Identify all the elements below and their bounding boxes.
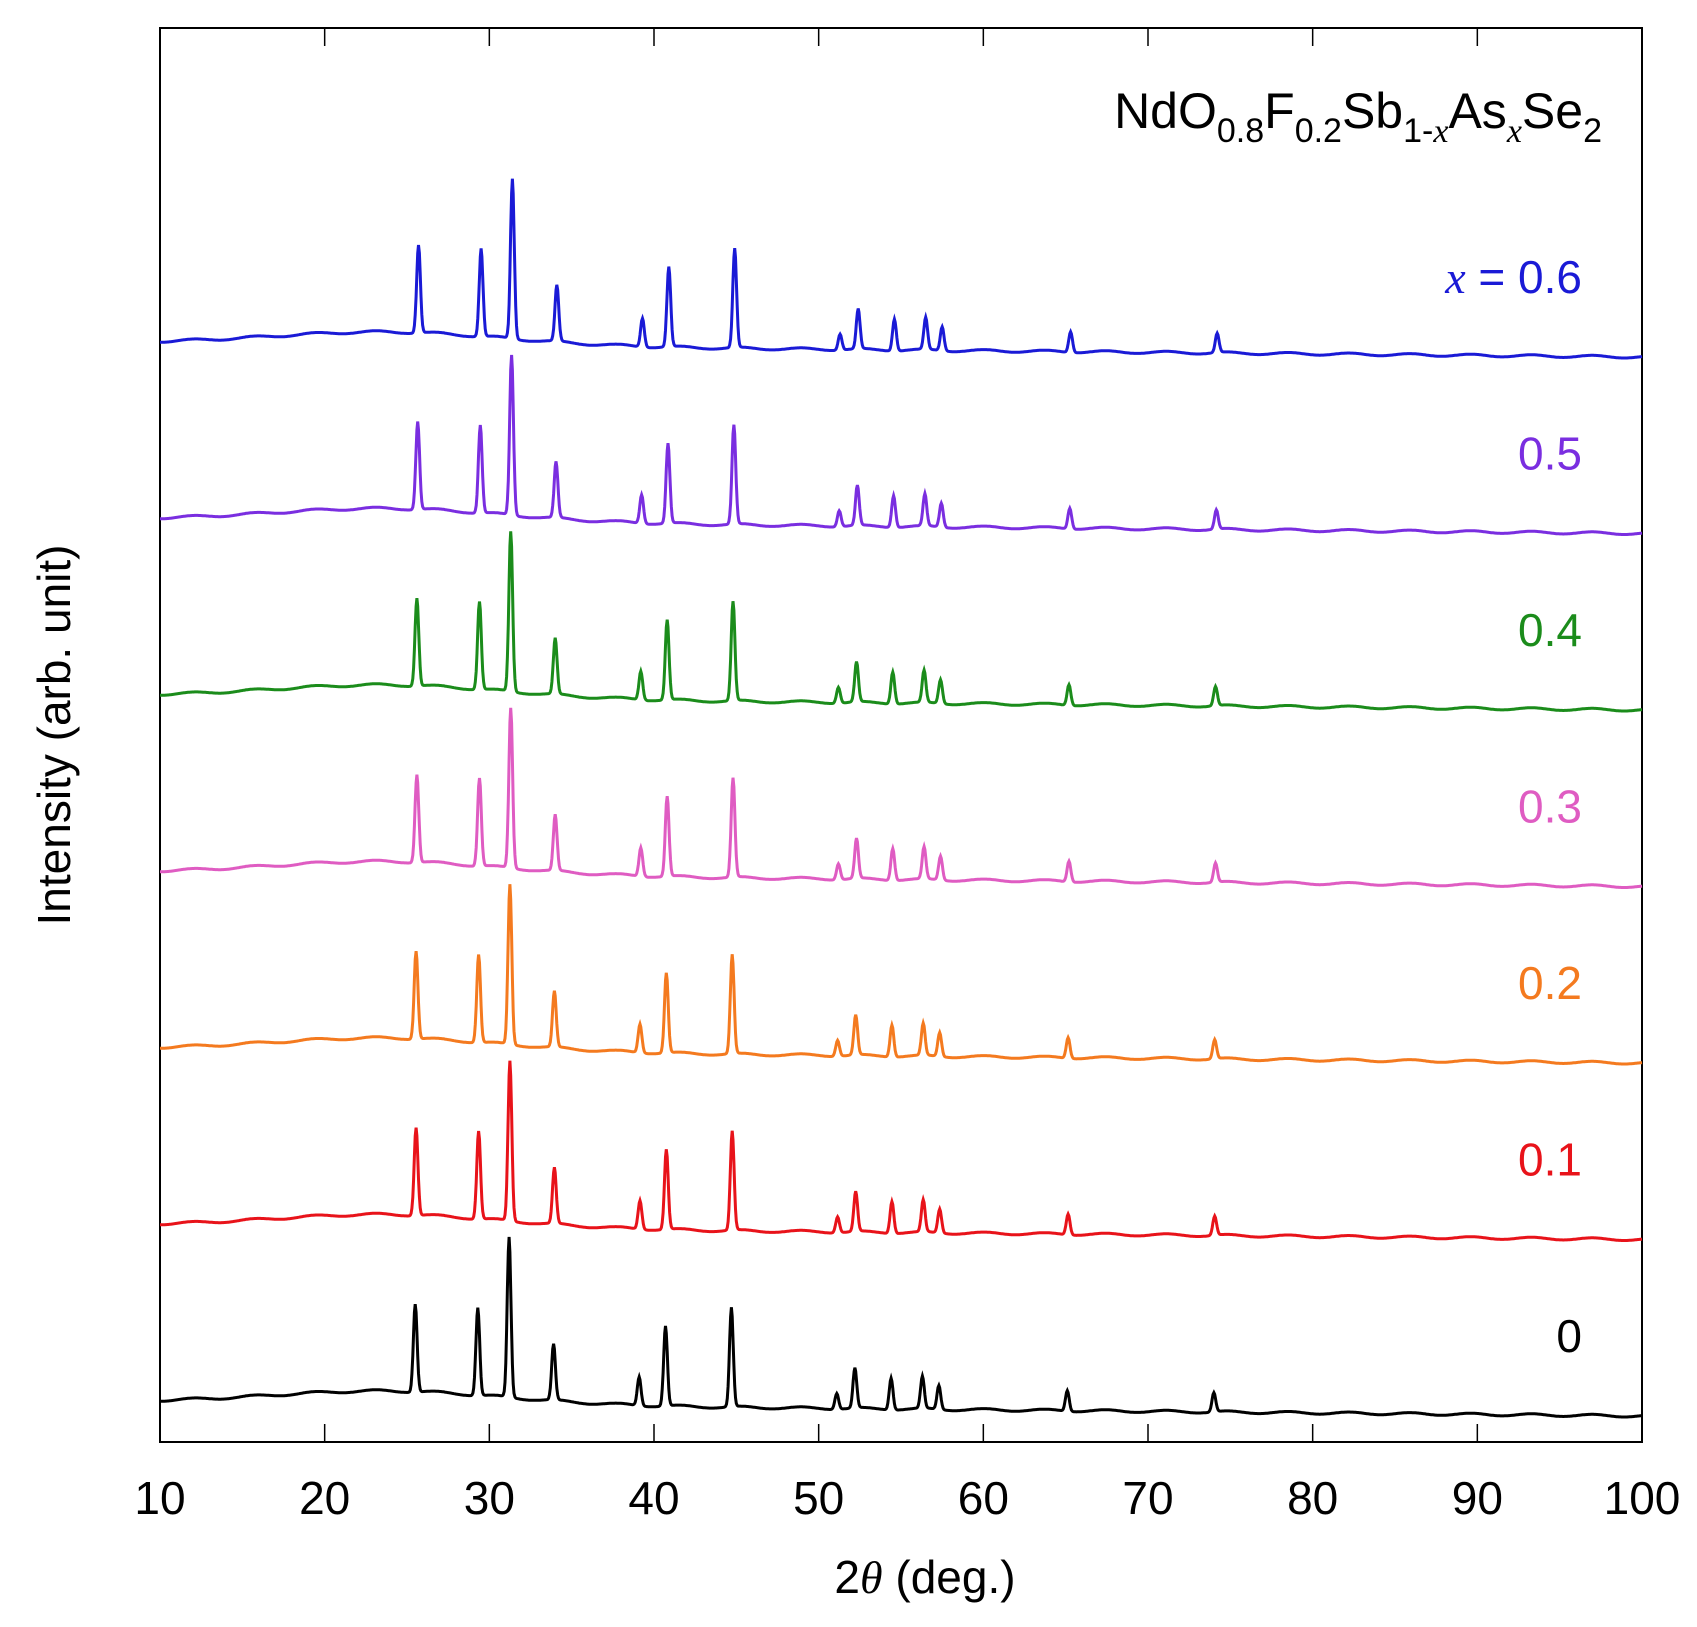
series-labels: 0 0.1 0.2 0.3 0.4 0.5 x = 0.6 xyxy=(1444,251,1582,1362)
formula-part: NdO xyxy=(1114,83,1217,139)
series-value: 0.1 xyxy=(1518,1134,1582,1186)
series-line-0-3 xyxy=(160,707,1643,889)
x-axis-tick-labels: 10 20 30 40 50 60 70 80 90 100 xyxy=(134,1472,1680,1524)
formula-part: F xyxy=(1264,83,1295,139)
x-tick-label: 60 xyxy=(958,1472,1009,1524)
series-label-0-3: 0.3 xyxy=(1518,781,1582,833)
formula-part: x xyxy=(1432,113,1448,150)
series-label-0-5: 0.5 xyxy=(1518,428,1582,480)
formula-part: 2 xyxy=(1583,112,1602,150)
series-label-0: 0 xyxy=(1556,1310,1582,1362)
x-axis-title-prefix: 2 xyxy=(834,1551,860,1603)
series-lines xyxy=(160,178,1643,1419)
formula-part: x xyxy=(1506,113,1522,150)
x-axis-title: 2θ (deg.) xyxy=(834,1551,1015,1603)
x-tick-label: 20 xyxy=(299,1472,350,1524)
x-tick-label: 50 xyxy=(793,1472,844,1524)
formula-title: NdO0.8F0.2Sb1-xAsxSe2 xyxy=(1114,83,1602,150)
x-axis-title-theta: θ xyxy=(860,1552,883,1603)
x-tick-label: 10 xyxy=(134,1472,185,1524)
series-line-0-6 xyxy=(160,178,1643,360)
y-axis-title: Intensity (arb. unit) xyxy=(28,545,80,926)
formula-part: 0.2 xyxy=(1295,112,1342,150)
series-var: x xyxy=(1444,252,1466,303)
series-label-0-6: x = 0.6 xyxy=(1444,251,1582,303)
series-eq: = xyxy=(1466,251,1518,303)
formula-part: As xyxy=(1448,83,1506,139)
series-value: 0.2 xyxy=(1518,957,1582,1009)
x-tick-label: 30 xyxy=(464,1472,515,1524)
x-tick-label: 90 xyxy=(1452,1472,1503,1524)
formula-part: Se xyxy=(1522,83,1583,139)
x-tick-label: 70 xyxy=(1122,1472,1173,1524)
x-tick-label: 40 xyxy=(628,1472,679,1524)
x-tick-label: 100 xyxy=(1604,1472,1681,1524)
series-line-0 xyxy=(160,1236,1643,1419)
series-line-0-2 xyxy=(160,884,1643,1066)
series-label-0-1: 0.1 xyxy=(1518,1134,1582,1186)
formula-part: 1- xyxy=(1403,112,1433,150)
formula-part: 0.8 xyxy=(1217,112,1264,150)
x-tick-label: 80 xyxy=(1287,1472,1338,1524)
series-line-0-1 xyxy=(160,1060,1643,1242)
series-line-0-5 xyxy=(160,354,1643,536)
x-axis-ticks xyxy=(159,28,1643,1442)
series-label-0-2: 0.2 xyxy=(1518,957,1582,1009)
series-line-0-4 xyxy=(160,531,1643,713)
series-label-0-4: 0.4 xyxy=(1518,604,1582,656)
series-value: 0.4 xyxy=(1518,604,1582,656)
formula-part: Sb xyxy=(1342,83,1403,139)
series-value: 0 xyxy=(1556,1310,1582,1362)
series-value: 0.3 xyxy=(1518,781,1582,833)
series-value: 0.5 xyxy=(1518,428,1582,480)
x-axis-title-suffix: (deg.) xyxy=(883,1551,1016,1603)
series-value: 0.6 xyxy=(1518,251,1582,303)
plot-frame xyxy=(159,27,1643,1443)
